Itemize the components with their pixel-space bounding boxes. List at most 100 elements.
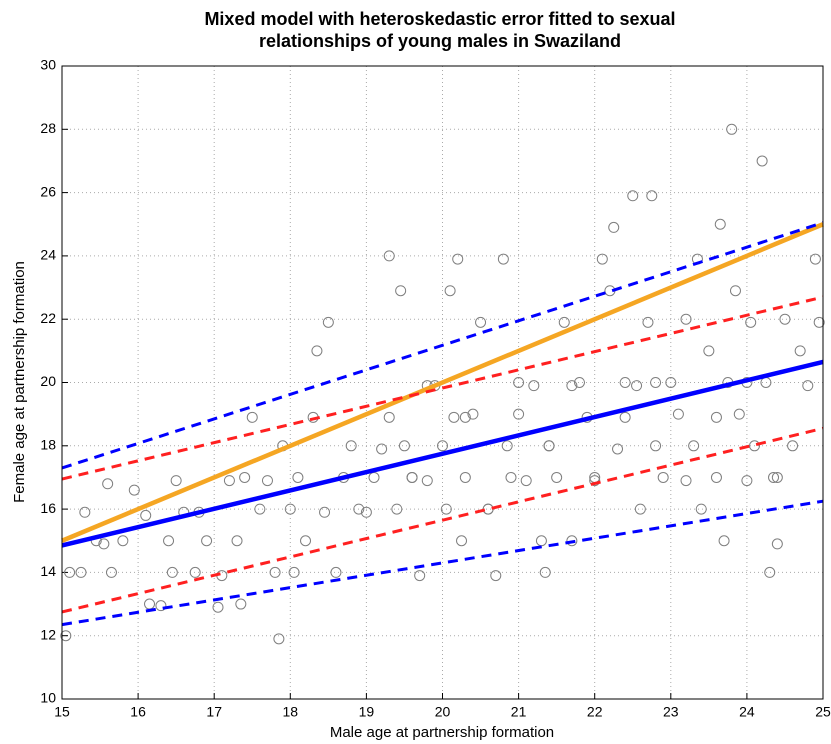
data-point — [710, 471, 722, 483]
y-tick-label: 26 — [40, 183, 56, 199]
data-point — [809, 253, 821, 265]
y-tick-label: 30 — [40, 57, 56, 73]
data-point — [813, 316, 825, 328]
data-point — [406, 471, 418, 483]
x-tick-label: 18 — [283, 704, 299, 720]
data-point — [246, 411, 258, 423]
y-axis-label: Female age at partnership formation — [11, 261, 28, 503]
data-point — [596, 253, 608, 265]
data-point — [189, 566, 201, 578]
data-point — [726, 123, 738, 135]
data-point — [353, 503, 365, 515]
data-point — [239, 471, 251, 483]
data-point — [128, 484, 140, 496]
data-point — [490, 570, 502, 582]
y-tick-label: 28 — [40, 120, 56, 136]
data-point — [170, 475, 182, 487]
dashed-line — [61, 295, 824, 481]
data-point — [631, 380, 643, 392]
data-point — [292, 471, 304, 483]
data-point — [768, 471, 780, 483]
data-point — [657, 471, 669, 483]
data-point — [703, 345, 715, 357]
data-point — [627, 190, 639, 202]
data-point — [688, 440, 700, 452]
x-tick-label: 16 — [130, 704, 146, 720]
data-point — [505, 471, 517, 483]
x-tick-label: 19 — [359, 704, 375, 720]
data-point — [75, 566, 87, 578]
data-point — [166, 566, 178, 578]
data-point — [680, 475, 692, 487]
chart-title: Mixed model with heteroskedastic error f… — [204, 9, 675, 29]
data-point — [231, 535, 243, 547]
data-point — [551, 471, 563, 483]
data-point — [254, 503, 266, 515]
data-point — [421, 475, 433, 487]
data-point — [319, 506, 331, 518]
data-point — [680, 313, 692, 325]
data-point — [718, 535, 730, 547]
x-tick-label: 20 — [435, 704, 451, 720]
data-point — [64, 566, 76, 578]
data-point — [528, 380, 540, 392]
data-point — [650, 440, 662, 452]
data-point — [779, 313, 791, 325]
data-point — [288, 566, 300, 578]
data-point — [261, 475, 273, 487]
data-point — [501, 440, 513, 452]
dashed-line — [61, 499, 824, 627]
data-point — [223, 475, 235, 487]
data-point — [117, 535, 129, 547]
data-point — [391, 503, 403, 515]
y-tick-label: 24 — [40, 247, 56, 263]
data-point — [714, 218, 726, 230]
data-point — [787, 440, 799, 452]
data-point — [440, 503, 452, 515]
dashed-line — [61, 221, 824, 470]
data-point — [566, 535, 578, 547]
y-tick-label: 20 — [40, 373, 56, 389]
data-point — [672, 408, 684, 420]
data-point — [235, 598, 247, 610]
data-point — [802, 380, 814, 392]
data-point — [437, 440, 448, 452]
data-point — [650, 377, 662, 388]
data-point — [452, 253, 464, 265]
data-point — [695, 503, 707, 515]
data-point — [383, 411, 395, 423]
data-point — [589, 475, 601, 487]
data-point — [212, 601, 224, 613]
data-point — [163, 535, 175, 547]
data-point — [155, 600, 167, 612]
chart-title: relationships of young males in Swazilan… — [259, 31, 621, 51]
data-point — [475, 316, 487, 328]
data-point — [771, 538, 783, 550]
y-tick-label: 18 — [40, 437, 56, 453]
y-tick-label: 16 — [40, 500, 56, 516]
data-point — [619, 377, 631, 388]
data-point — [398, 440, 410, 452]
data-point — [665, 377, 677, 388]
data-point — [764, 566, 776, 578]
data-point — [102, 478, 114, 490]
data-point — [60, 630, 72, 642]
data-point — [558, 316, 570, 328]
data-point — [201, 535, 213, 547]
data-point — [140, 509, 152, 521]
data-point — [284, 503, 296, 515]
data-point — [543, 440, 555, 452]
data-point — [79, 506, 91, 518]
data-point — [733, 408, 745, 420]
data-point — [566, 380, 578, 392]
x-tick-label: 17 — [206, 704, 222, 720]
data-point — [383, 250, 395, 262]
data-point — [756, 155, 768, 167]
data-point — [749, 440, 761, 452]
data-point — [273, 633, 285, 645]
x-tick-label: 22 — [587, 704, 603, 720]
x-axis-label: Male age at partnership formation — [330, 724, 554, 741]
data-point — [395, 285, 407, 297]
y-tick-label: 14 — [40, 563, 56, 579]
data-point — [269, 566, 281, 578]
